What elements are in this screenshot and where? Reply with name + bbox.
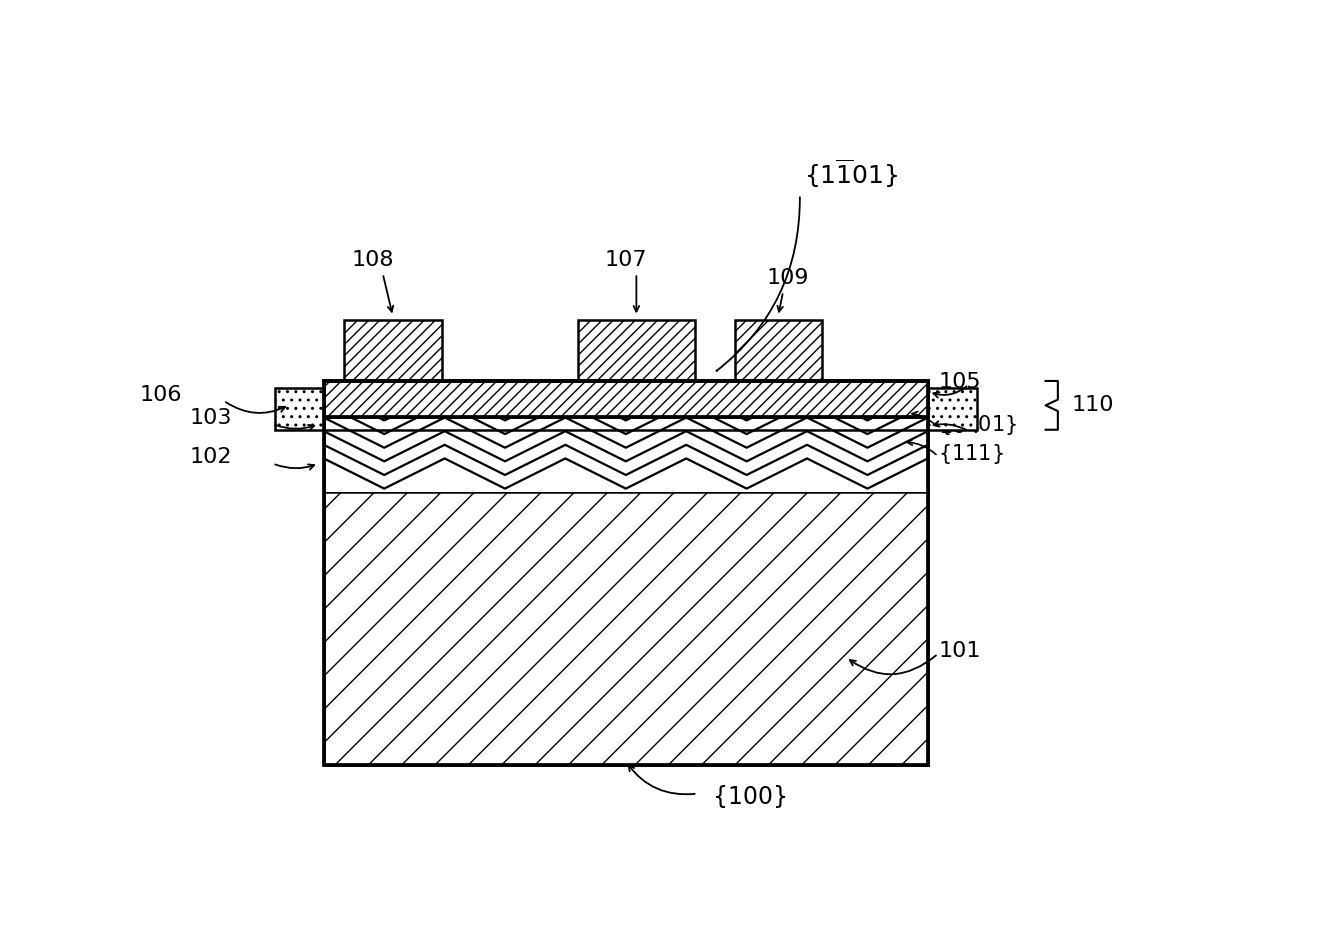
Text: 107: 107 (605, 250, 647, 270)
Text: 103: 103 (189, 408, 231, 428)
Bar (324, 417, 927, 492)
Text: 102: 102 (189, 447, 231, 468)
FancyArrowPatch shape (716, 198, 801, 371)
Text: 106: 106 (140, 385, 182, 404)
Bar (734, 320, 822, 381)
Bar (275, 388, 324, 430)
Text: 108: 108 (351, 250, 394, 270)
Text: 109: 109 (768, 268, 810, 288)
Bar (577, 320, 695, 381)
Text: $\{1\overline{1}01\}$: $\{1\overline{1}01\}$ (804, 158, 898, 189)
Bar (324, 492, 927, 765)
Bar (927, 388, 978, 430)
Text: $\{100\}$: $\{100\}$ (712, 784, 786, 810)
Text: $\{111\}$: $\{111\}$ (938, 442, 1004, 466)
Text: 101: 101 (938, 641, 980, 661)
Bar (345, 320, 441, 381)
Text: 110: 110 (1071, 395, 1114, 416)
Text: 105: 105 (938, 372, 980, 392)
Text: 104: 104 (938, 418, 980, 437)
Bar (324, 381, 927, 417)
Text: $\{0001\}$: $\{0001\}$ (938, 413, 1017, 437)
Bar (324, 381, 927, 765)
